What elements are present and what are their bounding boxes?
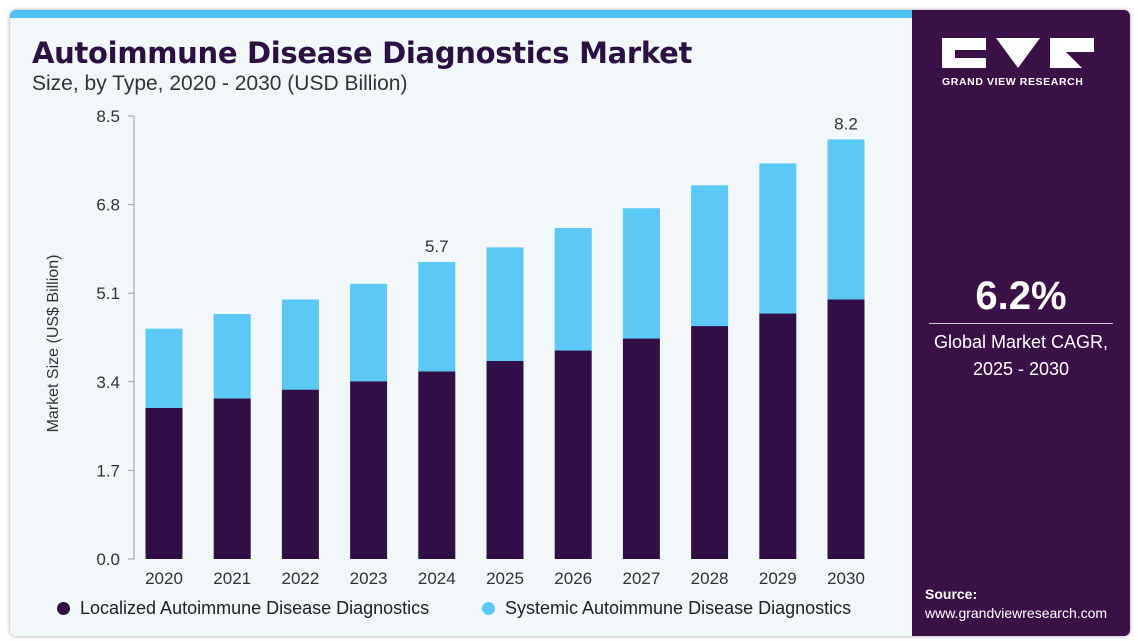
bar-systemic: [691, 185, 729, 327]
chart-panel: Autoimmune Disease Diagnostics Market Si…: [10, 10, 912, 636]
divider: [929, 323, 1113, 324]
bar-localized: [486, 360, 524, 559]
y-axis-title: Market Size (US$ Billion): [45, 255, 62, 433]
x-tick-label: 2029: [759, 569, 797, 588]
y-tick-label: 6.8: [96, 196, 120, 215]
bar-systemic: [827, 139, 865, 300]
legend-label-localized: Localized Autoimmune Disease Diagnostics: [80, 597, 430, 618]
bar-localized: [554, 350, 592, 559]
bar-systemic: [281, 299, 319, 390]
bar-localized: [418, 371, 456, 559]
bar-systemic: [213, 314, 251, 399]
legend-swatch-localized: [57, 601, 70, 615]
bar-systemic: [350, 283, 388, 382]
y-tick-label: 5.1: [96, 284, 120, 303]
x-tick-label: 2025: [486, 569, 524, 588]
bar-systemic: [554, 228, 592, 351]
chart-title: Autoimmune Disease Diagnostics Market: [32, 36, 693, 70]
x-tick-label: 2022: [281, 569, 319, 588]
legend-item-systemic: Systemic Autoimmune Disease Diagnostics: [482, 597, 851, 619]
cagr-label-line2: 2025 - 2030: [972, 359, 1070, 379]
bar-systemic: [622, 208, 660, 339]
data-label: 8.2: [834, 114, 858, 133]
x-tick-label: 2020: [145, 569, 183, 588]
bar-localized: [691, 326, 729, 559]
x-tick-label: 2027: [622, 569, 660, 588]
source-link[interactable]: www.grandviewresearch.com: [925, 605, 1108, 621]
legend-label-systemic: Systemic Autoimmune Disease Diagnostics: [505, 597, 852, 618]
source-label: Source:: [925, 586, 978, 602]
bar-systemic: [486, 247, 524, 361]
bar-systemic: [759, 163, 797, 314]
x-tick-label: 2030: [827, 569, 865, 588]
cagr-value: 6.2%: [975, 274, 1067, 318]
bar-localized: [827, 299, 865, 559]
y-tick-label: 8.5: [96, 107, 120, 126]
bar-localized: [622, 338, 660, 559]
infographic-card: Autoimmune Disease Diagnostics Market Si…: [10, 10, 1130, 636]
y-tick-label: 3.4: [96, 373, 120, 392]
data-label: 5.7: [425, 237, 449, 256]
sidebar: GRAND VIEW RESEARCH 6.2% Global Market C…: [912, 10, 1130, 636]
bar-chart: 0.0 1.7 3.4 5.1 6.8 8.5 Market Size (US$ Billi…: [45, 107, 865, 588]
y-tick-label: 0.0: [96, 550, 120, 569]
bar-localized: [759, 313, 797, 559]
cagr-label: Global Market CAGR, 2025 - 2030: [912, 329, 1130, 383]
bar-localized: [350, 381, 388, 559]
legend-item-localized: Localized Autoimmune Disease Diagnostics: [57, 597, 429, 619]
grand-view-research-logo: [942, 38, 1094, 68]
bar-localized: [281, 389, 319, 559]
brand-name: GRAND VIEW RESEARCH: [942, 76, 1084, 88]
x-tick-label: 2024: [418, 569, 456, 588]
chart-subtitle: Size, by Type, 2020 - 2030 (USD Billion): [32, 72, 408, 95]
x-tick-label: 2026: [554, 569, 592, 588]
bar-systemic: [145, 328, 183, 408]
bar-systemic: [418, 261, 456, 372]
accent-bar: [10, 10, 912, 18]
bar-localized: [145, 407, 183, 559]
cagr-label-line1: Global Market CAGR,: [933, 332, 1109, 352]
legend-swatch-systemic: [482, 601, 495, 615]
y-tick-label: 1.7: [96, 461, 120, 480]
x-tick-label: 2028: [691, 569, 729, 588]
x-tick-label: 2021: [213, 569, 251, 588]
x-tick-label: 2023: [350, 569, 388, 588]
bar-localized: [213, 398, 251, 559]
